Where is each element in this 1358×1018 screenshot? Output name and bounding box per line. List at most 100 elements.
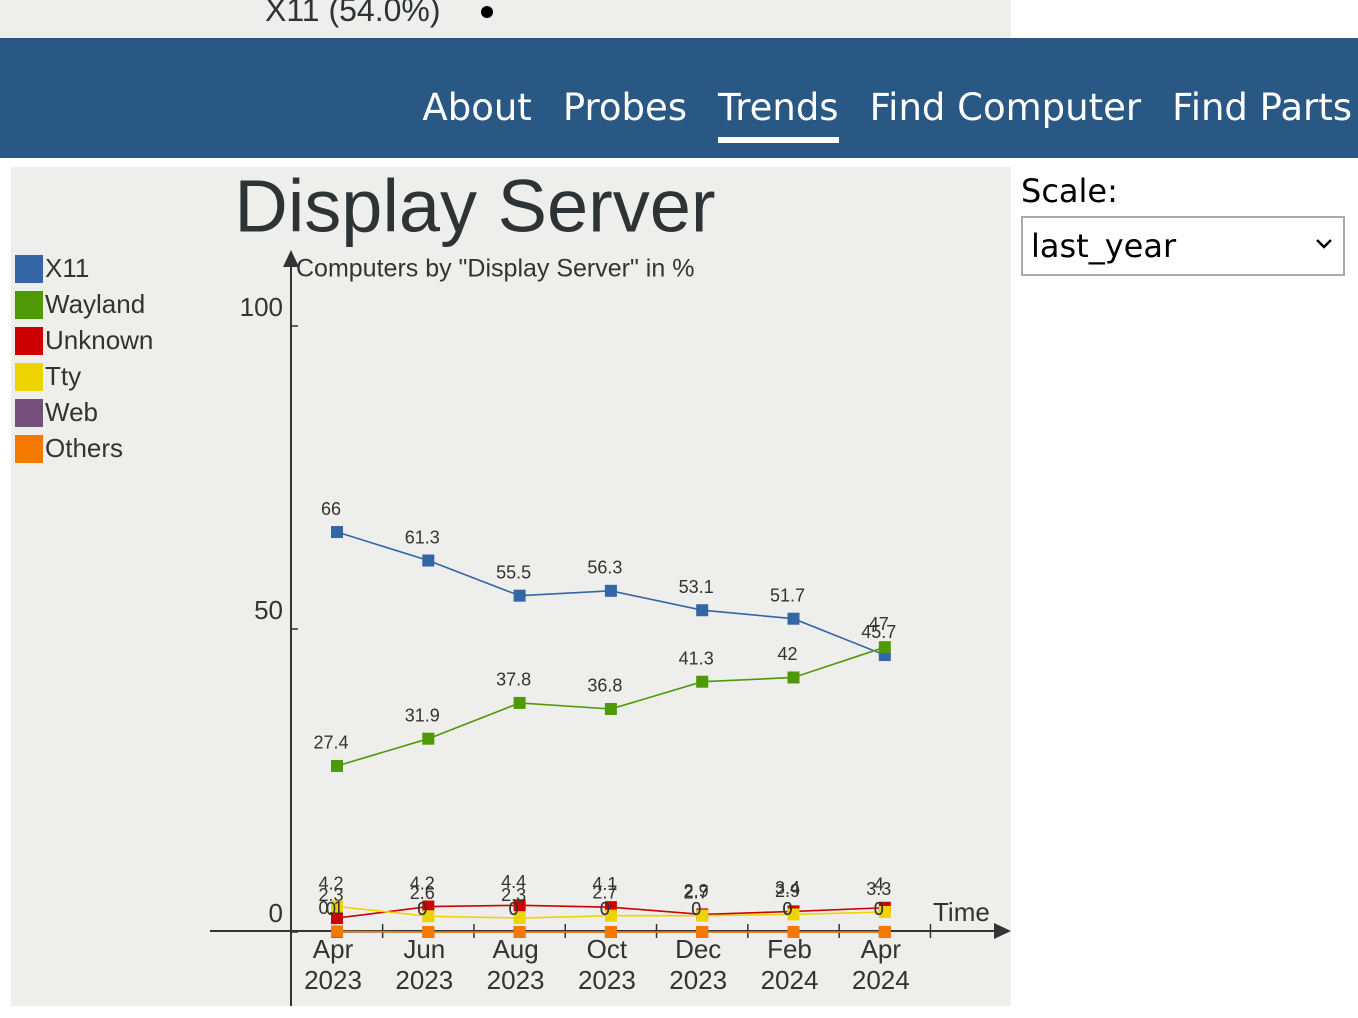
point: [513, 589, 526, 602]
scale-select[interactable]: last_year: [1021, 216, 1345, 276]
point: [878, 641, 891, 654]
point: [331, 900, 343, 913]
x-tick-label: Aug 2023: [486, 934, 545, 995]
nav-link[interactable]: Probes: [562, 85, 688, 129]
point: [422, 910, 435, 923]
value-label: 51.7: [770, 585, 805, 605]
value-label: 4.4: [501, 872, 526, 892]
value-label: 53.1: [679, 577, 714, 597]
value-label: 0: [691, 899, 701, 919]
legend-label: X11: [45, 253, 89, 283]
value-label: 2.9: [684, 881, 709, 901]
point: [604, 926, 617, 938]
nav-link[interactable]: About: [422, 85, 532, 129]
chart-title: Display Server: [234, 167, 715, 248]
y-tick-label: 50: [254, 595, 283, 625]
point: [787, 612, 800, 625]
point: [787, 908, 800, 921]
value-label: 4: [874, 875, 884, 895]
legend-swatch: [15, 399, 43, 427]
point: [696, 926, 709, 938]
nav-link[interactable]: Find Computer: [869, 85, 1142, 129]
value-label: 0: [691, 899, 701, 919]
y-tick-label: 100: [240, 292, 283, 322]
value-label: 4.1: [592, 874, 617, 894]
value-label: 45.7: [861, 622, 896, 642]
chart-body: Display Server Computers by "Display Ser…: [15, 167, 1011, 1006]
point: [696, 675, 709, 688]
point: [422, 554, 435, 567]
value-label: 0: [782, 899, 792, 919]
value-label: 47: [869, 614, 889, 634]
point: [696, 909, 709, 922]
value-label: 41.3: [679, 648, 714, 668]
previous-chart-strip: X11 (54.0%): [0, 0, 1011, 38]
value-label: 2.7: [684, 882, 709, 902]
x-arrow: [994, 923, 1011, 939]
legend-label: Wayland: [45, 289, 145, 319]
x-tick-label: Feb 2024: [760, 934, 819, 995]
value-label: 0: [600, 899, 610, 919]
point: [331, 526, 343, 539]
x-tick-label: Jun 2023: [395, 934, 454, 995]
point: [787, 671, 800, 684]
x-tick-label: Apr 2024: [851, 934, 910, 995]
selected-option[interactable]: last_year: [1031, 227, 1177, 265]
legend-label: Tty: [45, 361, 81, 391]
y-tick-label: 0: [269, 898, 283, 928]
legend-label: Others: [45, 433, 123, 463]
value-label: 27.4: [313, 733, 348, 753]
value-label: 56.3: [587, 558, 622, 578]
chart: Display Server Computers by "Display Ser…: [15, 167, 1011, 1006]
legend-swatch: [15, 327, 43, 355]
value-label: 0: [417, 899, 427, 919]
chevron: [1316, 239, 1332, 249]
value-label: 66: [321, 499, 341, 519]
nav-link[interactable]: Find Parts: [1172, 85, 1352, 129]
x-tick-label: Dec 2023: [669, 934, 728, 995]
x-tick-label: Apr 2023: [304, 934, 362, 995]
legend-swatch: [15, 363, 43, 391]
value-label: 0: [600, 899, 610, 919]
value-label: 2.7: [592, 882, 617, 902]
value-label: 42: [777, 644, 797, 664]
pie-label: X11 (54.0%): [265, 0, 441, 28]
value-label: 2.6: [410, 883, 435, 903]
value-label: 0: [417, 899, 427, 919]
y-arrow: [283, 250, 299, 267]
point: [422, 900, 435, 913]
value-label: 0.1: [318, 898, 343, 918]
value-label: 0: [326, 899, 336, 919]
value-label: 3.4: [775, 878, 800, 898]
x-tick-label: Oct 2023: [577, 934, 636, 995]
point: [787, 926, 800, 938]
point: [513, 899, 526, 912]
point: [604, 909, 617, 922]
value-label: 4.2: [318, 873, 343, 893]
nav-link[interactable]: Trends: [718, 72, 839, 143]
value-label: 0: [874, 899, 884, 919]
point: [331, 912, 343, 925]
point: [513, 926, 526, 938]
legend-label: Unknown: [45, 325, 153, 355]
legend-swatch: [15, 435, 43, 463]
point: [696, 604, 709, 617]
point: [422, 926, 435, 938]
value-label: 0: [782, 899, 792, 919]
value-label: 36.8: [587, 676, 622, 696]
value-label: 61.3: [405, 527, 440, 547]
pie-dot: [481, 6, 493, 18]
point: [331, 759, 343, 772]
value-label: 2.3: [318, 885, 343, 905]
value-label: 0: [509, 899, 519, 919]
value-label: 2.9: [775, 881, 800, 901]
value-label: 55.5: [496, 562, 531, 582]
x-axis-label: Time: [933, 897, 990, 927]
nav-bar: About Probes Trends Find Computer Find Parts: [0, 38, 1358, 158]
value-label: 2.3: [501, 885, 526, 905]
value-label: 37.8: [496, 670, 531, 690]
value-label: 31.9: [405, 705, 440, 725]
point: [878, 906, 891, 919]
point: [513, 912, 526, 925]
